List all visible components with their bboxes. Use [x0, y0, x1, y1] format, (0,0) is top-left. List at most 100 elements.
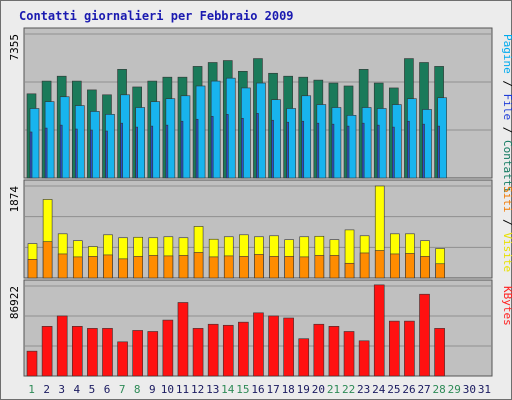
legend-part: File — [501, 94, 512, 121]
bar-kbytes-day-16 — [253, 312, 264, 377]
bar-file-day-5 — [90, 129, 93, 179]
bar-kbytes-day-5 — [87, 328, 98, 377]
bar-siti-day-15 — [239, 256, 249, 279]
bar-kbytes-day-1 — [26, 350, 38, 377]
bar-siti-day-16 — [254, 254, 264, 279]
bar-siti-day-13 — [208, 256, 219, 279]
x-tick-label: 5 — [89, 383, 96, 396]
bar-kbytes-day-22 — [343, 331, 355, 377]
bar-kbytes-day-14 — [222, 324, 234, 377]
bar-siti-day-27 — [420, 256, 430, 279]
bar-kbytes-day-4 — [71, 326, 83, 377]
bar-siti-day-9 — [148, 255, 159, 279]
x-tick-label: 19 — [297, 383, 310, 396]
legend-part: / — [501, 74, 512, 94]
x-tick-label: 9 — [149, 383, 156, 396]
bar-file-day-4 — [74, 128, 78, 179]
legend-part: Siti — [501, 186, 512, 213]
bar-kbytes-day-18 — [283, 317, 294, 377]
bar-kbytes-day-11 — [177, 302, 189, 377]
bar-file-day-26 — [407, 120, 410, 179]
bar-siti-day-21 — [329, 255, 340, 279]
ymax-label: 1874 — [8, 186, 21, 213]
chart-panel-1: 7355 Pagine / File / Contatti — [8, 27, 512, 193]
bar-siti-day-12 — [193, 252, 204, 279]
bar-file-day-3 — [59, 124, 63, 179]
x-tick-label: 22 — [342, 383, 355, 396]
x-tick-label: 13 — [206, 383, 219, 396]
bar-kbytes-day-2 — [41, 326, 53, 377]
x-tick-label: 26 — [402, 383, 415, 396]
x-tick-label: 27 — [417, 383, 430, 396]
bar-kbytes-day-6 — [102, 328, 113, 377]
bar-siti-day-4 — [72, 256, 83, 279]
bar-kbytes-day-26 — [404, 320, 415, 377]
x-tick-label: 24 — [372, 383, 386, 396]
bar-file-day-2 — [44, 127, 48, 179]
bar-file-day-8 — [135, 126, 138, 179]
bar-file-day-22 — [346, 125, 350, 179]
bar-siti-day-10 — [163, 255, 174, 279]
bar-siti-day-11 — [178, 255, 189, 279]
legend-part: Visite — [501, 232, 512, 272]
bar-file-day-17 — [271, 119, 274, 179]
x-tick-label: 30 — [463, 383, 476, 396]
x-tick-label: 6 — [104, 383, 111, 396]
x-tick-label: 14 — [221, 383, 235, 396]
bar-siti-day-19 — [299, 256, 310, 279]
bar-kbytes-day-19 — [298, 338, 310, 377]
bar-siti-day-22 — [344, 262, 355, 279]
bar-siti-day-25 — [390, 253, 400, 279]
bar-file-day-10 — [165, 124, 169, 179]
bar-kbytes-day-17 — [268, 315, 279, 377]
bar-kbytes-day-21 — [328, 326, 340, 377]
bar-file-day-21 — [331, 123, 335, 179]
x-tick-label: 23 — [357, 383, 370, 396]
legend-part: Contatti — [501, 140, 512, 193]
bar-file-day-13 — [210, 116, 214, 179]
x-tick-label: 29 — [448, 383, 461, 396]
x-tick-label: 16 — [251, 383, 264, 396]
bar-file-day-11 — [180, 120, 184, 179]
x-tick-label: 18 — [282, 383, 295, 396]
bar-siti-day-20 — [314, 255, 325, 279]
bar-siti-day-26 — [405, 253, 415, 279]
bar-file-day-9 — [150, 125, 154, 179]
bar-siti-day-7 — [118, 258, 128, 279]
series-legend-label: KBytes — [501, 286, 512, 326]
bar-file-day-12 — [195, 118, 199, 179]
x-tick-label: 10 — [161, 383, 174, 396]
bar-kbytes-day-15 — [238, 321, 249, 377]
bar-siti-day-17 — [269, 256, 279, 279]
bar-file-day-15 — [241, 117, 244, 179]
bar-kbytes-day-23 — [358, 340, 370, 377]
bar-file-day-27 — [422, 123, 425, 179]
bar-kbytes-day-25 — [389, 320, 400, 377]
ymax-label: 7355 — [8, 34, 21, 61]
bar-file-day-25 — [392, 126, 395, 179]
bar-file-day-24 — [376, 124, 380, 179]
bar-file-day-16 — [256, 113, 259, 179]
bar-siti-day-23 — [359, 252, 370, 279]
bar-file-day-7 — [120, 122, 123, 179]
bar-siti-day-3 — [57, 253, 68, 279]
bar-kbytes-day-24 — [373, 284, 385, 377]
bar-siti-day-14 — [223, 255, 234, 279]
x-tick-label: 25 — [387, 383, 400, 396]
x-tick-label: 28 — [433, 383, 446, 396]
bar-file-day-23 — [361, 122, 365, 179]
x-tick-label: 4 — [74, 383, 81, 396]
series-legend-label: Pagine / File / Contatti — [501, 34, 512, 193]
x-tick-label: 17 — [266, 383, 279, 396]
bar-file-day-28 — [437, 125, 440, 179]
legend-part: / — [501, 213, 512, 233]
bar-file-day-20 — [316, 122, 320, 179]
bar-siti-day-2 — [42, 241, 53, 279]
bar-kbytes-day-10 — [162, 319, 174, 377]
legend-part: / — [501, 120, 512, 140]
bar-siti-day-1 — [27, 259, 38, 279]
legend-part: Pagine — [501, 34, 512, 74]
bar-file-day-6 — [105, 130, 108, 179]
x-tick-label: 15 — [236, 383, 249, 396]
